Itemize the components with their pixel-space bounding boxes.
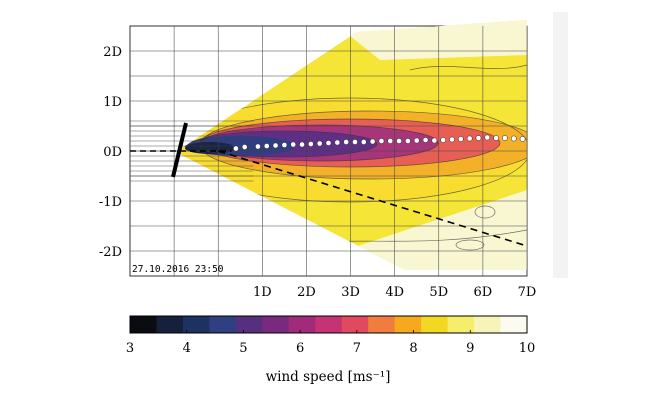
- x-tick-label: 6D: [474, 285, 493, 300]
- x-tick-label: 7D: [518, 285, 537, 300]
- wake-center-point: [519, 136, 526, 142]
- wake-center-point: [431, 137, 438, 144]
- y-tick-label: -1D: [99, 195, 122, 210]
- wake-center-point: [299, 141, 305, 148]
- colorbar-border: [129, 315, 528, 334]
- wake-center-point: [396, 138, 402, 144]
- wake-center-point: [290, 141, 297, 148]
- colorbar-tick-labels: 3 4 5 6 7 8 9 10: [126, 341, 535, 356]
- y-tick-label: 2D: [103, 45, 122, 60]
- figure-edge-strip: [553, 12, 568, 278]
- y-tick-label: 1D: [103, 95, 122, 110]
- wake-center-point: [493, 135, 499, 141]
- colorbar-segment: [262, 316, 290, 333]
- wake-center-point: [343, 139, 349, 145]
- wake-center-point: [440, 137, 447, 143]
- y-tick-labels: 2D 1D 0D -1D -2D: [99, 45, 122, 260]
- wake-center-point: [484, 134, 491, 141]
- colorbar-label: wind speed [ms⁻¹]: [266, 369, 391, 385]
- wake-center-point: [281, 142, 288, 148]
- colorbar-tick-label: 6: [296, 341, 304, 356]
- x-tick-label: 4D: [385, 285, 404, 300]
- wake-center-point: [316, 140, 323, 147]
- wake-center-point: [378, 138, 385, 144]
- x-tick-label: 1D: [253, 285, 272, 300]
- grid: [130, 26, 528, 276]
- wake-center-point: [263, 143, 270, 149]
- colorbar-segment: [421, 316, 449, 333]
- wake-center-point: [369, 138, 376, 145]
- colorbar-tick-label: 5: [239, 341, 247, 356]
- colorbar-tick-label: 9: [466, 341, 474, 356]
- colorbar-segment: [156, 316, 184, 333]
- colorbar-tick-label: 8: [409, 341, 417, 356]
- wake-center-point: [352, 139, 358, 145]
- rotor-disk: [171, 122, 188, 178]
- x-tick-labels: 1D 2D 3D 4D 5D 6D 7D: [253, 285, 536, 300]
- colorbar: [129, 315, 528, 334]
- wake-center-point: [422, 137, 429, 143]
- colorbar-segment: [447, 316, 475, 333]
- y-tick-label: 0D: [103, 145, 122, 160]
- wake-center-point: [510, 135, 517, 142]
- wake-center-point: [334, 139, 341, 146]
- colorbar-segment: [209, 316, 237, 333]
- colorbar-tick-label: 3: [126, 341, 134, 356]
- colorbar-segment: [394, 316, 422, 333]
- colorbar-segment: [182, 316, 210, 333]
- colorbar-segment: [130, 316, 157, 333]
- colorbar-segment: [288, 316, 316, 333]
- x-tick-label: 5D: [429, 285, 448, 300]
- colorbar-tick-label: 4: [183, 341, 191, 356]
- colorbar-tick-label: 10: [519, 341, 536, 356]
- wake-center-point: [255, 143, 261, 150]
- wake-direction-dashed-line: [217, 150, 528, 247]
- colorbar-tick-label: 7: [353, 341, 361, 356]
- wake-center-point: [475, 135, 482, 141]
- timestamp-label: 27.10.2016 23:50: [132, 264, 224, 275]
- colorbar-segment: [315, 316, 343, 333]
- wake-center-point: [387, 138, 394, 144]
- wake-center-point: [360, 139, 367, 145]
- colorbar-segment: [341, 316, 369, 333]
- wake-center-point: [502, 135, 508, 141]
- wake-center-point: [233, 145, 239, 152]
- wake-center-point: [308, 141, 314, 147]
- wake-center-point: [405, 138, 411, 144]
- colorbar-segment: [474, 316, 502, 333]
- wake-center-point: [325, 140, 332, 146]
- wake-center-point: [457, 136, 464, 142]
- wake-center-point: [272, 142, 279, 149]
- wake-center-point: [449, 136, 455, 143]
- colorbar-segment: [368, 316, 396, 333]
- x-tick-label: 2D: [297, 285, 316, 300]
- colorbar-segment: [235, 316, 263, 333]
- colorbar-segment: [500, 316, 528, 333]
- wake-center-point: [241, 144, 248, 150]
- wake-center-point: [466, 135, 473, 142]
- x-tick-label: 3D: [341, 285, 360, 300]
- wake-center-points: [233, 134, 526, 152]
- y-tick-label: -2D: [99, 245, 122, 260]
- wake-center-point: [413, 137, 420, 144]
